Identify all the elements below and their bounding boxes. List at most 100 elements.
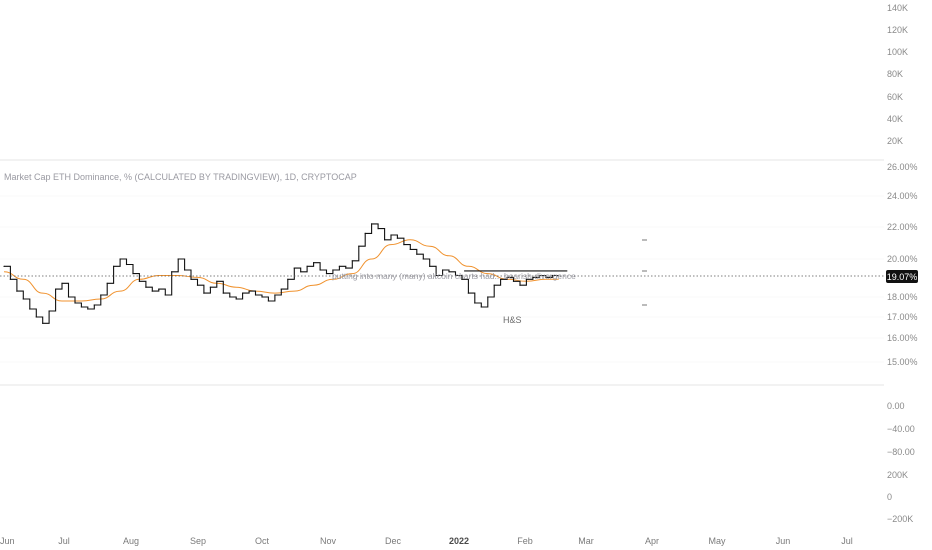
price-point (519, 284, 521, 286)
price-point (80, 306, 82, 308)
price-point (190, 278, 192, 280)
price-point (209, 286, 211, 288)
price-point (332, 269, 334, 271)
price-point (525, 278, 528, 280)
current-value-badge: 19.07% (886, 270, 918, 283)
current-value-label: 19.07% (887, 272, 918, 282)
y-tick-label: 120K (887, 25, 908, 35)
price-point (448, 271, 450, 273)
price-point (138, 280, 140, 282)
x-tick-label: Jun (0, 536, 15, 546)
price-point (261, 296, 263, 298)
y-tick-label: 0.00 (887, 401, 905, 411)
x-tick-label: Dec (385, 536, 402, 546)
price-point (132, 273, 134, 275)
price-point (29, 308, 31, 310)
price-point (442, 269, 444, 271)
price-point (313, 262, 315, 264)
price-point (435, 274, 437, 277)
price-point (558, 274, 560, 277)
price-point (171, 271, 173, 273)
price-point (55, 288, 57, 290)
y-tick-label: 200K (887, 470, 908, 480)
x-tick-label: Jul (58, 536, 70, 546)
x-tick-label: Feb (517, 536, 533, 546)
y-tick-label: 17.00% (887, 312, 918, 322)
price-point (364, 232, 366, 234)
price-point (293, 267, 295, 269)
price-point (532, 276, 534, 278)
price-point (390, 234, 392, 236)
price-point (125, 263, 128, 266)
price-point (74, 302, 76, 304)
y-tick-label: 16.00% (887, 333, 918, 343)
price-point (216, 280, 218, 282)
price-point (377, 228, 379, 230)
price-point (145, 286, 147, 288)
price-point (267, 300, 269, 302)
price-point (242, 292, 244, 294)
price-point (345, 267, 347, 269)
price-point (35, 316, 37, 318)
y-tick-label: −80.00 (887, 447, 915, 457)
grid-lines (0, 195, 884, 363)
annotation-note[interactable]: putting into many (many) altcoin charts … (332, 271, 576, 281)
price-point (461, 278, 463, 280)
y-tick-label: 24.00% (887, 191, 918, 201)
x-tick-label: Sep (190, 536, 206, 546)
price-point (235, 298, 237, 300)
chart-title: Market Cap ETH Dominance, % (CALCULATED … (4, 172, 357, 182)
price-point (300, 271, 302, 273)
x-tick-label: May (708, 536, 726, 546)
y-axis[interactable]: 140K 120K 100K 80K 60K 40K 20K 26.00% 24.00% 22.0… (887, 3, 918, 524)
price-point (403, 244, 405, 246)
price-point (3, 265, 5, 267)
price-point (358, 245, 360, 247)
price-point (177, 258, 179, 260)
price-point (416, 253, 418, 255)
price-point (545, 276, 547, 278)
x-tick-label: Mar (578, 536, 594, 546)
price-point (409, 248, 411, 250)
price-point (67, 296, 70, 298)
price-point (506, 276, 508, 278)
x-tick-label: 2022 (449, 536, 469, 546)
price-point (22, 298, 24, 300)
y-tick-label: 15.00% (887, 357, 918, 367)
price-point (429, 265, 431, 267)
price-point (196, 284, 199, 286)
y-tick-label: 20K (887, 136, 903, 146)
price-point (306, 265, 308, 267)
price-point (384, 239, 386, 241)
y-tick-label: −40.00 (887, 424, 915, 434)
price-point (184, 269, 186, 271)
price-point (87, 308, 89, 310)
price-point (229, 296, 231, 298)
x-tick-label: Nov (320, 536, 337, 546)
price-point (164, 294, 166, 296)
x-tick-label: Jul (841, 536, 853, 546)
price-point (119, 258, 121, 260)
price-point (274, 294, 276, 296)
x-axis[interactable]: Jun Jul Aug Sep Oct Nov Dec 2022 Feb Mar Apr May Jun… (0, 536, 853, 546)
pattern-label[interactable]: H&S (503, 315, 522, 325)
y-tick-label: 40K (887, 114, 903, 124)
price-point (551, 274, 553, 277)
price-point (338, 265, 340, 267)
x-tick-label: Jun (776, 536, 791, 546)
price-point (396, 237, 398, 239)
price-point (422, 258, 424, 260)
price-point (203, 292, 205, 294)
moving-average-layer (3, 239, 559, 302)
price-point (319, 269, 321, 271)
price-point (325, 273, 328, 275)
price-point (93, 304, 95, 306)
y-tick-label: 26.00% (887, 162, 918, 172)
y-tick-label: 80K (887, 69, 903, 79)
price-point (42, 322, 44, 324)
y-tick-label: 100K (887, 47, 908, 57)
price-point (467, 292, 469, 294)
x-tick-label: Apr (645, 536, 659, 546)
price-point (351, 260, 353, 262)
